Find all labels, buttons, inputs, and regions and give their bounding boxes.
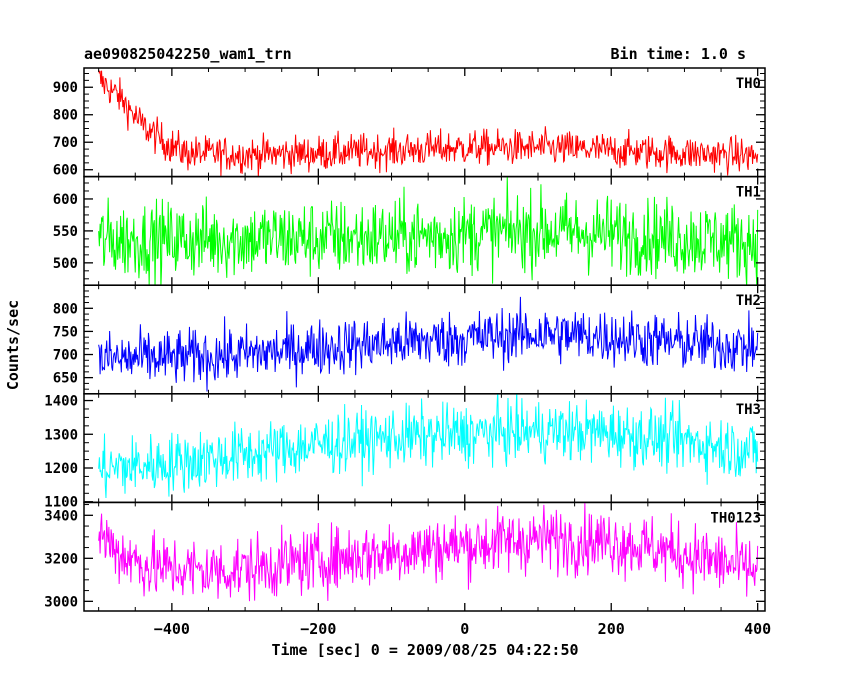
y-tick-label: 3400 <box>44 508 78 524</box>
chart-title: ae090825042250_wam1_trn <box>84 45 292 63</box>
series-th0 <box>98 69 759 177</box>
y-tick-label: 1300 <box>44 427 78 443</box>
y-tick-label: 1200 <box>44 461 78 477</box>
x-tick-label: 200 <box>598 620 625 638</box>
y-tick-label: 600 <box>53 192 78 208</box>
y-tick-label: 700 <box>53 348 78 364</box>
y-tick-label: 750 <box>53 324 78 340</box>
panel-label-th3: TH3 <box>736 402 761 418</box>
y-tick-label: 900 <box>53 80 78 96</box>
panel-label-th1: TH1 <box>736 185 761 201</box>
y-tick-label: 650 <box>53 371 78 387</box>
y-axis-label: Counts/sec <box>4 300 22 390</box>
y-tick-label: 3200 <box>44 551 78 567</box>
y-tick-label: 800 <box>53 301 78 317</box>
series-th3 <box>98 393 759 499</box>
x-tick-label: 0 <box>460 620 469 638</box>
x-tick-label: −200 <box>300 620 336 638</box>
y-tick-label: 600 <box>53 163 78 179</box>
panel-label-th0123: TH0123 <box>710 510 761 526</box>
x-tick-label: 400 <box>744 620 771 638</box>
x-axis-label: Time [sec] 0 = 2009/08/25 04:22:50 <box>271 641 578 659</box>
x-tick-label: −400 <box>154 620 190 638</box>
series-th2 <box>98 296 759 392</box>
bin-time-label: Bin time: 1.0 s <box>610 45 746 63</box>
y-tick-label: 3000 <box>44 594 78 610</box>
y-tick-label: 700 <box>53 135 78 151</box>
y-tick-label: 1400 <box>44 394 78 410</box>
series-th0123 <box>98 502 759 602</box>
panel-label-th0: TH0 <box>736 76 761 92</box>
y-tick-label: 1100 <box>44 495 78 511</box>
y-tick-label: 550 <box>53 224 78 240</box>
panel-frame-th2 <box>83 284 766 395</box>
y-tick-label: 500 <box>53 256 78 272</box>
panel-frame-th0123 <box>83 501 766 612</box>
y-tick-label: 800 <box>53 108 78 124</box>
panel-label-th2: TH2 <box>736 293 761 309</box>
series-th1 <box>98 176 759 286</box>
